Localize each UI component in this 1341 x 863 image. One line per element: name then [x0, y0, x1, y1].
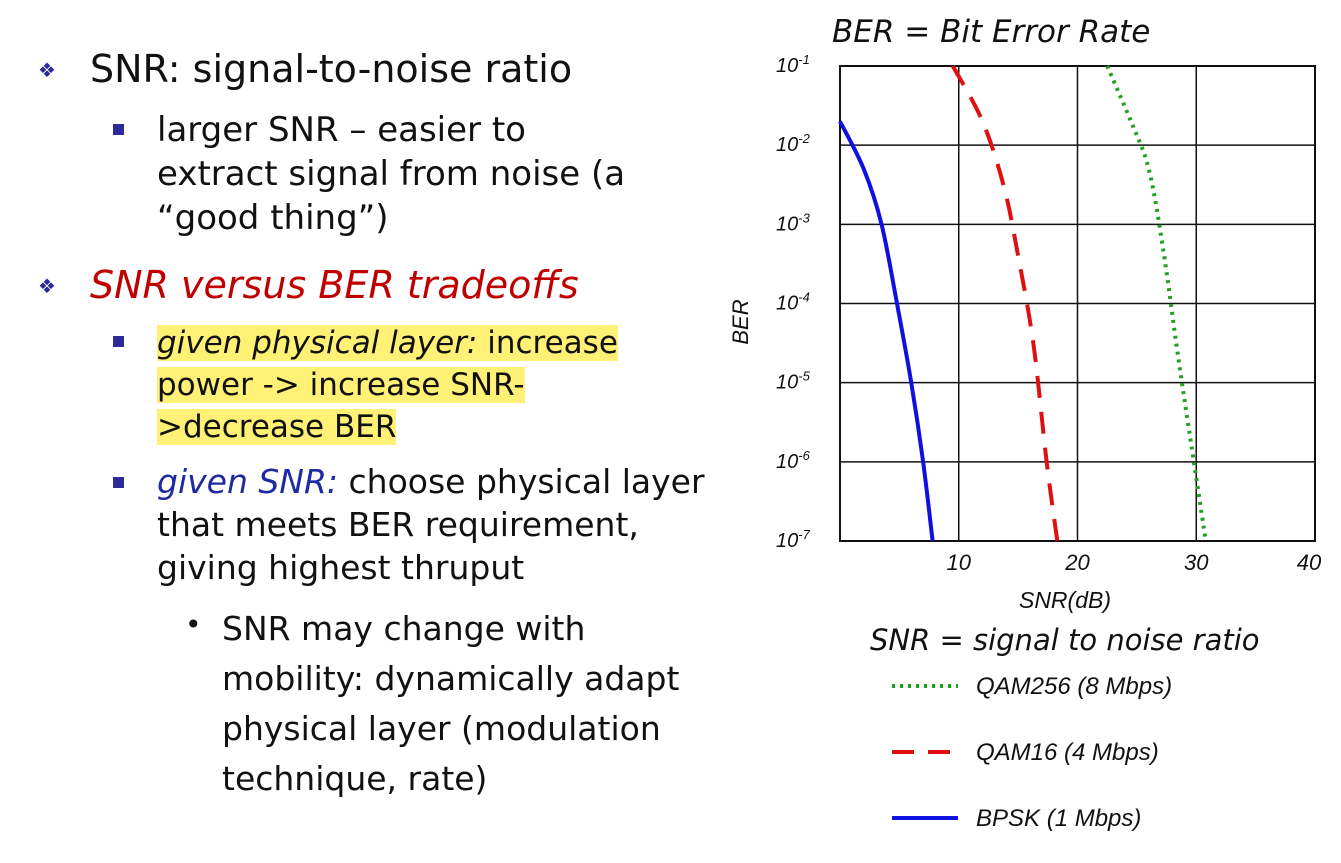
square-bullet-icon	[113, 124, 124, 135]
y-tick-label: 10-5	[776, 369, 811, 394]
diamond-bullet-icon: ❖	[38, 274, 56, 298]
y-tick-label: 10-2	[776, 131, 811, 156]
y-tick-label: 10-6	[776, 448, 811, 473]
x-tick-label: 40	[1297, 550, 1322, 575]
y-tick-label: 10-1	[776, 52, 810, 77]
chart-title: BER = Bit Error Rate	[832, 14, 1150, 50]
series-line-qam16	[951, 65, 1060, 542]
y-tick-label: 10-3	[776, 210, 811, 235]
grid-lines	[840, 65, 1316, 542]
series-line-bpsk	[838, 120, 935, 542]
legend-label: BPSK (1 Mbps)	[976, 805, 1141, 832]
diamond-bullet-icon: ❖	[38, 58, 56, 82]
mobility-bullet: SNR may change with mobility: dynamicall…	[222, 609, 680, 798]
x-tick-label: 20	[1064, 550, 1090, 575]
series-lines	[838, 65, 1208, 542]
series-line-qam256	[1105, 65, 1208, 542]
legend-label: QAM16 (4 Mbps)	[976, 739, 1159, 766]
tradeoffs-heading: SNR versus BER tradeoffs	[90, 263, 579, 307]
plot-frame	[839, 65, 1316, 542]
given-snr-bullet: given SNR: choose physical layer that me…	[157, 462, 705, 587]
snr-heading: SNR: signal-to-noise ratio	[90, 47, 573, 91]
x-axis-label: SNR(dB)	[1019, 587, 1111, 613]
legend-label: QAM256 (8 Mbps)	[976, 673, 1172, 700]
x-tick-label: 30	[1184, 550, 1209, 575]
y-tick-label: 10-4	[776, 290, 810, 315]
slide-text: ❖ SNR: signal-to-noise ratio larger SNR …	[38, 47, 705, 798]
chart-subtitle: SNR = signal to noise ratio	[870, 623, 1260, 657]
dot-bullet-icon: •	[185, 608, 202, 641]
snr-sub-bullet: larger SNR – easier to extract signal fr…	[157, 110, 626, 238]
x-tick-labels: 10 20 30 40	[947, 550, 1322, 575]
y-axis-label: BER	[728, 299, 753, 344]
square-bullet-icon	[113, 477, 124, 488]
legend: QAM256 (8 Mbps) QAM16 (4 Mbps) BPSK (1 Mbp…	[892, 673, 1172, 832]
y-tick-labels: 10-1 10-2 10-3 10-4 10-5 10-6 10-7	[776, 52, 811, 552]
physical-layer-bullet: given physical layer: increase power -> …	[157, 325, 618, 445]
x-tick-label: 10	[947, 550, 972, 575]
ber-chart: BER = Bit Error Rate 10-110-210-310-410-…	[728, 14, 1322, 832]
y-tick-label: 10-7	[776, 527, 811, 552]
square-bullet-icon	[113, 336, 124, 347]
